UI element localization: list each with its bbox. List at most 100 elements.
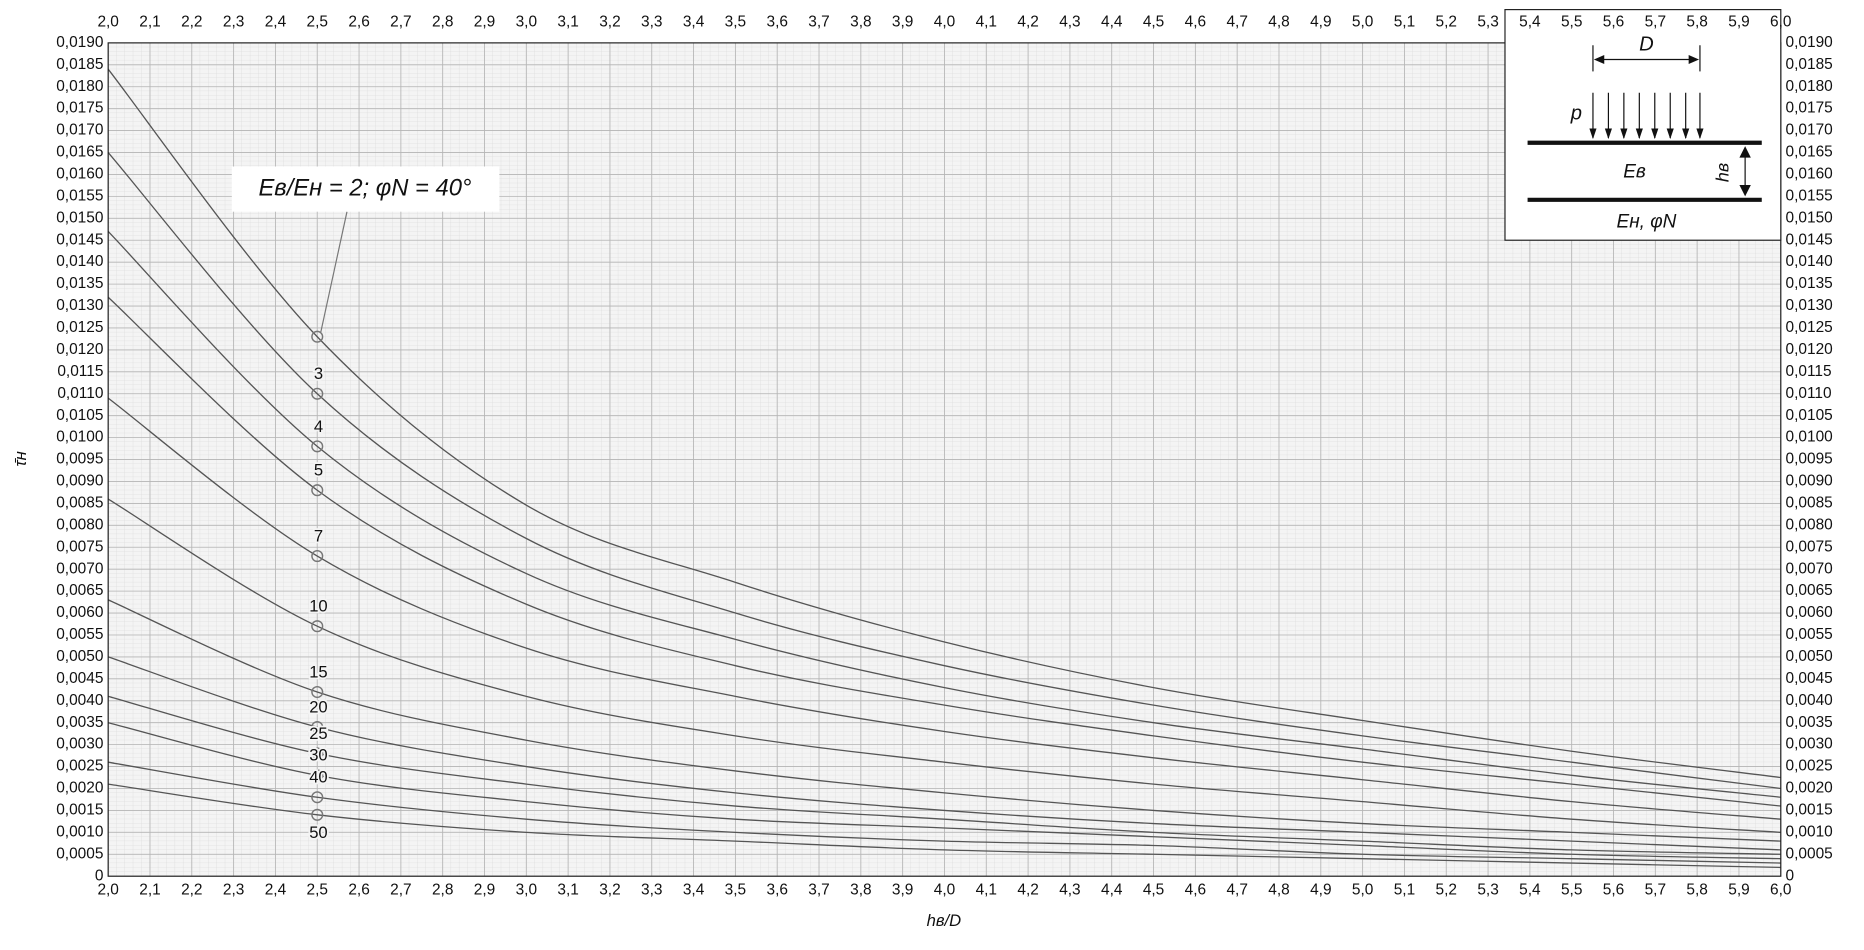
curve-marker bbox=[311, 769, 324, 782]
x-tick-label: 2,1 bbox=[139, 882, 160, 899]
x-tick-label: 4,6 bbox=[1185, 882, 1206, 899]
x-tick-label-top: 2,1 bbox=[139, 14, 160, 31]
curve bbox=[108, 761, 1781, 864]
x-tick-label: 3,0 bbox=[516, 882, 537, 899]
series-label: 3 bbox=[314, 364, 323, 383]
x-tick-label-top: 4,8 bbox=[1268, 14, 1289, 31]
x-tick-label: 2,4 bbox=[265, 882, 287, 899]
y-tick-label-right: 0,0145 bbox=[1786, 231, 1833, 248]
x-tick-label-top: 4,5 bbox=[1143, 14, 1164, 31]
series-label: 7 bbox=[314, 526, 323, 545]
x-tick-label-top: 5,9 bbox=[1728, 14, 1749, 31]
x-tick-label-top: 4,2 bbox=[1017, 14, 1038, 31]
y-tick-label: 0,0140 bbox=[56, 253, 103, 270]
load-lines bbox=[1592, 92, 1701, 138]
thickness-arrow bbox=[1739, 146, 1751, 197]
curve-marker bbox=[311, 484, 324, 497]
x-tick-label-top: 4,6 bbox=[1185, 14, 1206, 31]
curve-marker bbox=[311, 620, 324, 633]
x-tick-label: 2,0 bbox=[97, 882, 118, 899]
x-tick-label-top: 4,1 bbox=[976, 14, 997, 31]
curve bbox=[107, 599, 1781, 842]
x-tick-label: 4,5 bbox=[1143, 882, 1164, 899]
x-tick-label-top: 2,8 bbox=[432, 14, 453, 31]
y-tick-label-right: 0,0030 bbox=[1786, 736, 1833, 753]
y-tick-label: 0,0175 bbox=[56, 100, 103, 117]
x-tick-label: 3,4 bbox=[683, 882, 705, 899]
y-tick-label-right: 0,0110 bbox=[1786, 385, 1832, 402]
plot-frame bbox=[107, 42, 1782, 877]
y-tick-label-right: 0,0050 bbox=[1786, 648, 1833, 665]
y-tick-label-right: 0,0140 bbox=[1786, 253, 1833, 270]
x-tick-label-top: 5,0 bbox=[1352, 14, 1373, 31]
y-tick-label-right: 0,0045 bbox=[1786, 670, 1833, 687]
y-tick-label-right: 0,0175 bbox=[1786, 100, 1833, 117]
y-tick-label: 0,0030 bbox=[56, 736, 103, 753]
curve-marker bbox=[311, 549, 324, 563]
x-tick-label: 3,7 bbox=[808, 882, 829, 899]
leader-line bbox=[320, 211, 348, 333]
curve-marker bbox=[311, 685, 324, 699]
x-tick-label: 2,5 bbox=[307, 882, 328, 899]
y-tick-label: 0,0025 bbox=[56, 758, 103, 775]
inset-text: hв bbox=[1712, 163, 1732, 182]
x-tick-label-top: 5,1 bbox=[1394, 14, 1415, 31]
x-tick-label-top: 5,5 bbox=[1561, 14, 1582, 31]
curve bbox=[107, 397, 1781, 820]
curve-marker bbox=[311, 808, 324, 821]
x-tick-label: 5,7 bbox=[1645, 882, 1666, 899]
series-label: 5 bbox=[314, 461, 323, 480]
y-tick-label: 0,0080 bbox=[56, 516, 103, 533]
curve bbox=[107, 231, 1781, 798]
x-tick-label: 2,8 bbox=[432, 882, 453, 899]
x-tick-label-top: 2,3 bbox=[223, 14, 244, 31]
y-tick-label: 0,0130 bbox=[56, 297, 103, 314]
y-tick-label: 0,0150 bbox=[56, 209, 103, 226]
x-tick-label: 5,2 bbox=[1436, 882, 1457, 899]
curve-marker bbox=[311, 721, 324, 734]
x-tick-label-top: 3,0 bbox=[516, 14, 537, 31]
y-tick-label: 0,0115 bbox=[57, 363, 103, 380]
y-axis-label: τ̄н bbox=[11, 451, 30, 466]
y-tick-label-right: 0,0005 bbox=[1786, 845, 1833, 862]
y-tick-label: 0,0170 bbox=[56, 122, 103, 139]
curve bbox=[107, 498, 1781, 834]
x-tick-label-top: 4,3 bbox=[1059, 14, 1080, 31]
y-tick-label: 0,0185 bbox=[56, 56, 103, 73]
x-tick-label: 2,3 bbox=[223, 882, 244, 899]
series-label: 15 bbox=[309, 662, 327, 681]
x-tick-label: 3,8 bbox=[850, 882, 871, 899]
y-tick-label-right: 0,0020 bbox=[1786, 780, 1833, 797]
x-tick-label: 5,6 bbox=[1603, 882, 1624, 899]
y-tick-label-right: 0,0040 bbox=[1786, 692, 1833, 709]
inset-text: Eв bbox=[1623, 161, 1646, 182]
y-tick-label-right: 0,0095 bbox=[1786, 451, 1833, 468]
x-tick-label-top: 4,0 bbox=[934, 14, 955, 31]
y-tick-label: 0,0015 bbox=[56, 802, 103, 819]
y-tick-label: 0,0190 bbox=[56, 34, 103, 51]
x-tick-label: 3,3 bbox=[641, 882, 662, 899]
curve-marker bbox=[311, 387, 324, 400]
x-tick-label-top: 5,8 bbox=[1686, 14, 1707, 31]
y-tick-label: 0,0020 bbox=[56, 780, 103, 797]
x-tick-label-top: 3,6 bbox=[766, 14, 787, 31]
x-tick-label-top: 2,6 bbox=[348, 14, 369, 31]
x-tick-label-top: 3,4 bbox=[683, 14, 705, 31]
curve bbox=[108, 722, 1781, 860]
x-tick-label-top: 3,2 bbox=[599, 14, 620, 31]
x-tick-label: 4,7 bbox=[1226, 882, 1247, 899]
y-tick-label: 0,0165 bbox=[56, 144, 103, 161]
x-tick-label: 5,9 bbox=[1728, 882, 1749, 899]
y-tick-label: 0,0050 bbox=[56, 648, 103, 665]
curve-marker bbox=[311, 747, 324, 760]
inset-text: Eн, φN bbox=[1617, 211, 1677, 232]
x-tick-label-top: 3,9 bbox=[892, 14, 913, 31]
y-tick-label: 0,0100 bbox=[56, 429, 103, 446]
x-tick-label-top: 3,1 bbox=[557, 14, 578, 31]
y-tick-label-right: 0,0180 bbox=[1786, 78, 1833, 95]
y-tick-label-right: 0,0165 bbox=[1786, 144, 1833, 161]
series-label: 50 bbox=[309, 823, 327, 842]
curve bbox=[107, 68, 1781, 779]
y-tick-label: 0,0055 bbox=[56, 626, 103, 643]
x-tick-label-top: 2,9 bbox=[474, 14, 495, 31]
